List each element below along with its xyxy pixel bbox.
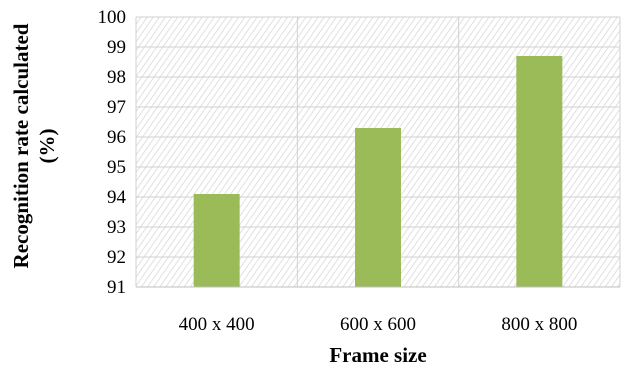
y-tick-label: 99 bbox=[107, 37, 126, 58]
bar bbox=[193, 194, 240, 287]
y-tick-label: 95 bbox=[107, 157, 126, 178]
bar bbox=[516, 56, 563, 287]
x-tick-label: 800 x 800 bbox=[501, 314, 577, 335]
y-tick-label: 91 bbox=[107, 277, 126, 298]
y-axis-title-line-2: (%) bbox=[35, 129, 59, 164]
bar bbox=[355, 128, 401, 287]
y-tick-label: 93 bbox=[107, 217, 126, 238]
y-tick-label: 97 bbox=[107, 97, 126, 118]
x-tick-label: 400 x 400 bbox=[179, 314, 255, 335]
y-axis-title: Recognition rate calculated (%) bbox=[9, 23, 59, 268]
x-tick-labels: 400 x 400 600 x 600 800 x 800 bbox=[179, 314, 578, 335]
y-tick-label: 94 bbox=[107, 187, 127, 208]
y-tick-labels: 91 92 93 94 95 96 97 98 99 100 bbox=[98, 7, 127, 298]
y-tick-label: 98 bbox=[107, 67, 126, 88]
y-tick-label: 96 bbox=[107, 127, 126, 148]
y-tick-label: 92 bbox=[107, 247, 126, 268]
x-tick-label: 600 x 600 bbox=[340, 314, 416, 335]
bars bbox=[193, 56, 563, 287]
y-tick-label: 100 bbox=[98, 7, 127, 28]
x-axis-title: Frame size bbox=[329, 343, 426, 367]
y-axis-title-line-1: Recognition rate calculated bbox=[9, 23, 33, 268]
